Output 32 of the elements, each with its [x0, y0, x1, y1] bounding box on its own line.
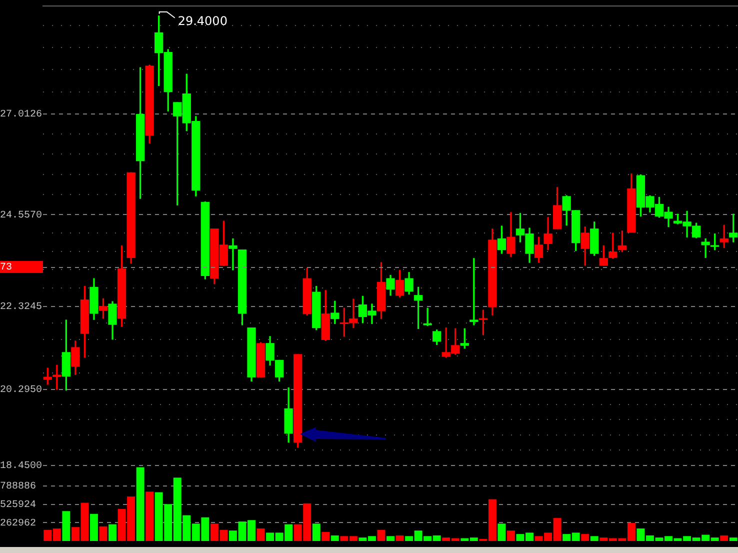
- bar: [136, 467, 144, 541]
- y-tick-label: 788886: [0, 482, 36, 493]
- bar: [312, 524, 320, 541]
- y-tick-label: 18.4500: [0, 460, 42, 472]
- y-tick-label: 22.3245: [0, 302, 42, 313]
- bar: [506, 530, 515, 541]
- candlestick: [701, 238, 710, 258]
- bar: [90, 514, 98, 541]
- bar: [729, 538, 738, 541]
- bar: [498, 524, 506, 541]
- bar: [386, 536, 394, 541]
- text: 73: [0, 262, 12, 274]
- bar: [581, 534, 590, 541]
- bar: [720, 535, 728, 541]
- y-tick-label: 262962: [0, 518, 36, 530]
- bar: [322, 532, 330, 541]
- bar: [590, 536, 598, 541]
- bar: [256, 528, 265, 541]
- y-tick-label: 27.0126: [0, 109, 42, 120]
- y-tick-label: 24.5570: [0, 210, 42, 222]
- y-tick-label: 20.2950: [0, 385, 42, 396]
- annotation: 29.4000: [178, 14, 228, 28]
- bar: [99, 526, 108, 541]
- bar: [396, 535, 404, 541]
- bar: [62, 511, 70, 541]
- bar: [108, 524, 116, 541]
- bar: [146, 492, 154, 541]
- candlestick: [423, 308, 432, 326]
- bar: [377, 530, 386, 541]
- y-tick-label: 525924: [0, 500, 36, 512]
- bar: [330, 535, 339, 541]
- candlestick: [228, 238, 238, 270]
